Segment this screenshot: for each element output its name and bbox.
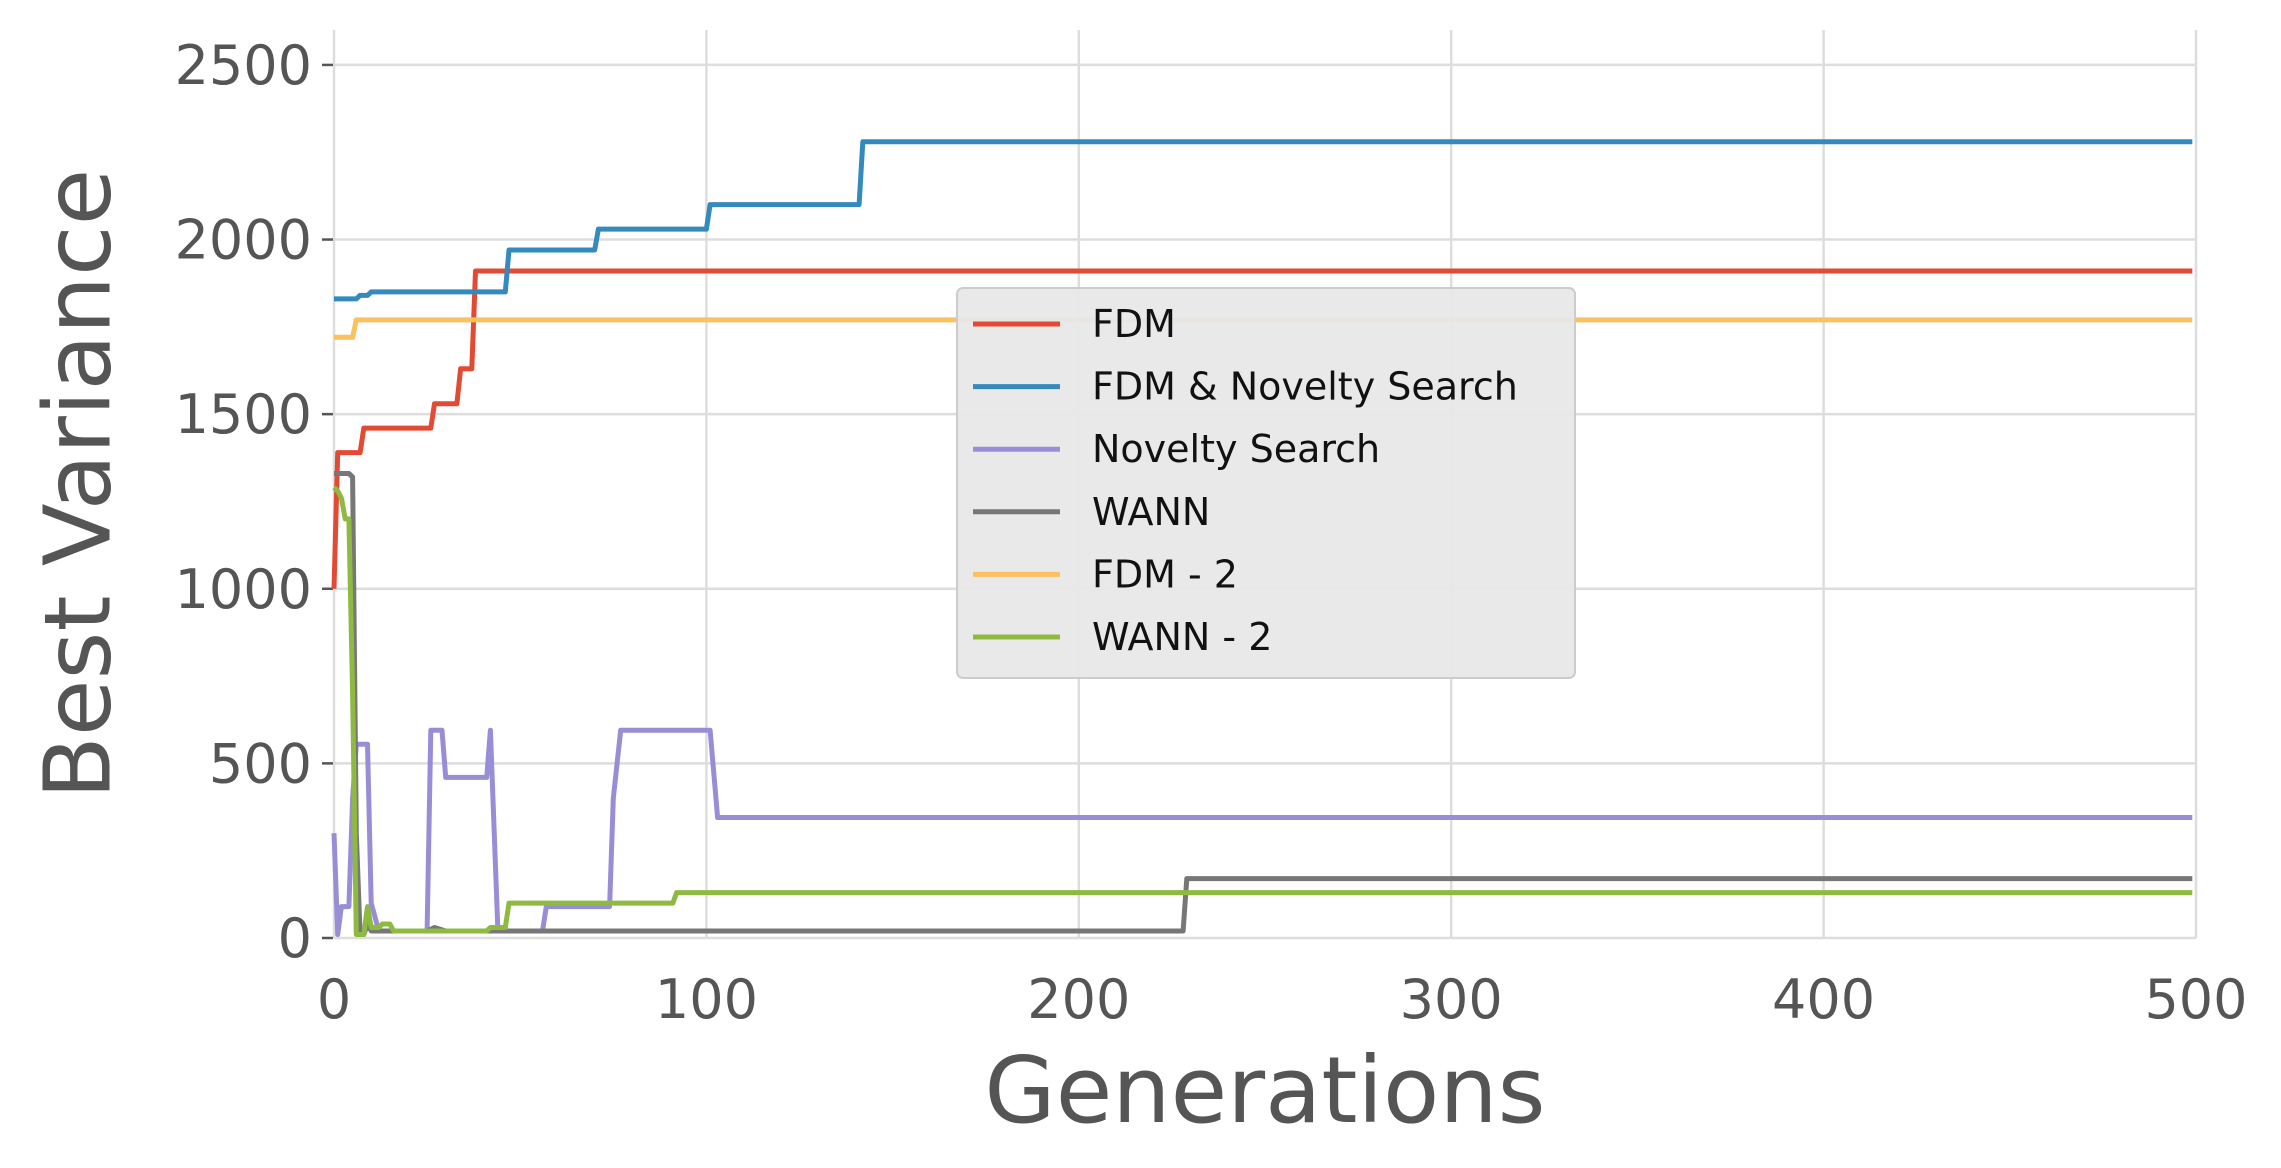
legend-label: FDM bbox=[1092, 302, 1176, 346]
axis-ticks: 0 100 200 300 400 500 0 500 1000 1500 2000 2500 bbox=[175, 34, 2248, 1031]
series-line bbox=[331, 268, 2193, 589]
x-tick-label: 200 bbox=[1027, 968, 1130, 1031]
legend-label: FDM & Novelty Search bbox=[1092, 365, 1518, 409]
legend-label: WANN - 2 bbox=[1092, 615, 1272, 659]
x-axis-label: Generations bbox=[984, 1037, 1545, 1144]
y-tick-label: 0 bbox=[278, 907, 312, 970]
series-line bbox=[332, 485, 2193, 937]
legend-box bbox=[956, 287, 1576, 679]
legend-label: Novelty Search bbox=[1092, 427, 1380, 471]
x-tick-label: 400 bbox=[1772, 968, 1875, 1031]
y-tick-label: 2000 bbox=[175, 209, 312, 272]
y-tick-label: 1500 bbox=[175, 383, 312, 446]
x-tick-label: 300 bbox=[1400, 968, 1503, 1031]
series-lines bbox=[331, 139, 2193, 937]
x-tick-label: 100 bbox=[655, 968, 758, 1031]
y-tick-label: 500 bbox=[209, 732, 312, 795]
y-tick-label: 1000 bbox=[175, 558, 312, 621]
series-line bbox=[334, 139, 2193, 302]
legend-label: WANN bbox=[1092, 490, 1210, 534]
legend: FDM FDM & Novelty Search Novelty Search WAN… bbox=[956, 287, 1576, 679]
y-axis-label: Best Variance bbox=[25, 169, 132, 799]
y-tick-label: 2500 bbox=[175, 34, 312, 97]
x-tick-label: 0 bbox=[317, 968, 351, 1031]
x-tick-label: 500 bbox=[2144, 968, 2247, 1031]
legend-label: FDM - 2 bbox=[1092, 552, 1238, 596]
